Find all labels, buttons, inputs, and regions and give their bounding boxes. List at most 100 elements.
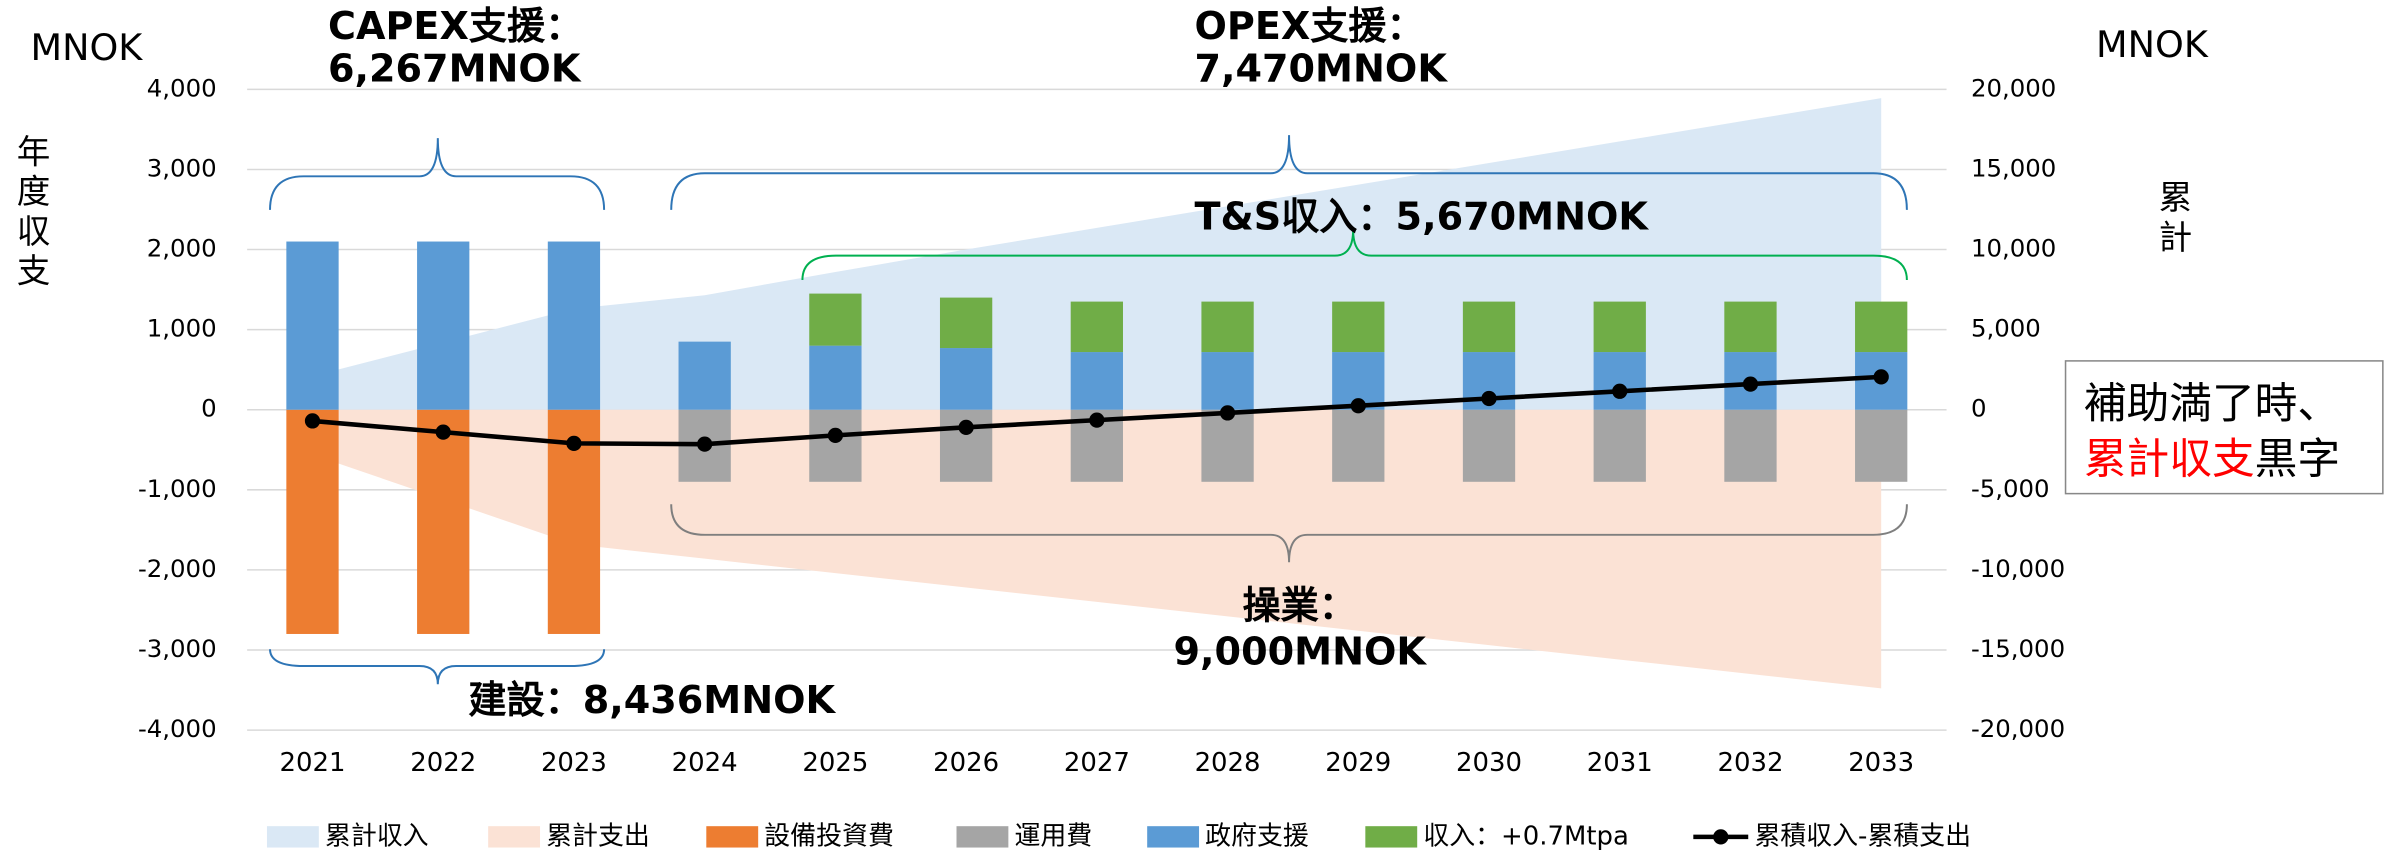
x-tick-label: 2022 [410,748,476,778]
legend-swatch [956,826,1009,848]
y2-tick-label: -5,000 [1971,474,2050,503]
x-tick-label: 2027 [1064,748,1130,778]
brace [670,135,1908,210]
y-tick-label: -2,000 [138,554,217,583]
x-tick-label: 2023 [541,748,607,778]
x-tick-label: 2028 [1195,748,1261,778]
bar [1332,301,1385,353]
legend-label: 設備投資費 [764,821,894,851]
bar [809,409,862,482]
marker [1742,376,1759,392]
x-tick-label: 2032 [1717,748,1783,778]
callout-text: 補助満了時、 [2084,379,2340,429]
bar [1593,301,1646,353]
marker [304,413,321,429]
y-tick-label: 0 [201,394,217,423]
y-tick-label: 1,000 [147,314,217,343]
bar [1593,409,1646,482]
y-tick-label: 4,000 [147,73,217,102]
y-axis-label-left-char: 支 [17,251,51,290]
x-tick-label: 2029 [1325,748,1391,778]
callout-box [2064,360,2384,495]
x-tick-label: 2033 [1848,748,1914,778]
y2-tick-label: -15,000 [1971,634,2065,663]
marker [1612,383,1628,399]
marker [435,424,451,440]
y2-tick-label: 20,000 [1971,73,2056,102]
marker [958,419,974,435]
legend-swatch [1713,829,1729,845]
y-unit-right: MNOK [2096,23,2209,66]
bar [1462,409,1516,482]
marker [566,435,582,451]
legend-swatch [1365,826,1418,848]
y-axis-label-left-char: 度 [17,172,51,211]
bar [1332,409,1385,482]
callout-black: 黒字 [2255,434,2340,484]
bar [1070,352,1123,410]
legend-swatch [488,826,541,848]
legend-label: 運用費 [1014,821,1092,851]
bar [939,348,993,410]
y-axis-label-right: 累計 [2159,178,2193,257]
marker [1219,405,1236,421]
annotation: 建設：8,436MNOK [468,678,836,722]
marker [697,436,713,452]
x-tick-label: 2021 [280,748,346,778]
bar [1724,301,1777,353]
x-tick-label: 2025 [802,748,868,778]
legend-swatch [266,826,319,848]
legend-label: 政府支援 [1205,821,1309,851]
y-axis-label-left-char: 年 [17,132,51,171]
bar [1855,409,1908,482]
marker [827,427,844,443]
x-tick-label: 2024 [672,748,738,778]
x-tick-label: 2031 [1587,748,1653,778]
legend-swatch [706,826,759,848]
y-tick-label: 2,000 [147,234,217,263]
brace [801,229,1908,281]
bar [809,345,862,410]
annotation: 9,000MNOK [1174,629,1428,673]
brace [269,138,606,210]
bar [417,409,470,634]
annotation: CAPEX支援： [328,4,583,48]
y2-tick-label: -10,000 [1971,554,2065,583]
bar [1855,301,1908,353]
callout-text: 累計収支黒字 [2084,434,2340,484]
bar [547,241,601,410]
y-unit-left: MNOK [31,26,144,69]
y2-tick-label: 5,000 [1971,314,2041,343]
bar [939,297,993,349]
brace [269,649,606,685]
callout-red: 累計収支 [2084,434,2255,484]
annotation: 7,470MNOK [1194,47,1448,91]
y-tick-label: 3,000 [147,153,217,182]
y2-tick-label: -20,000 [1971,714,2065,743]
bar [1201,301,1254,353]
legend-label: 累積収入-累積支出 [1754,821,1971,851]
y2-tick-label: 15,000 [1971,153,2056,182]
legend-swatch [1147,826,1200,848]
marker [1350,398,1366,414]
bar [1724,409,1777,482]
y-tick-label: -4,000 [138,714,217,743]
brace [670,504,1908,563]
marker [1481,390,1497,407]
legend-label: 累計収入 [325,821,429,851]
bar [1070,301,1123,353]
bar [809,293,862,346]
bar [1201,352,1254,410]
bar [417,241,470,410]
y-axis-label-left-char: 収 [17,211,51,250]
x-tick-label: 2030 [1456,748,1522,778]
y-axis-label-left: 年度収支 [17,132,51,290]
y2-tick-label: 0 [1971,394,1987,423]
annotation: 6,267MNOK [328,47,582,91]
x-tick-label: 2026 [933,748,999,778]
annotation: T&S収入：5,670MNOK [1194,195,1649,239]
legend-label: 収入：+0.7Mtpa [1423,821,1629,851]
bar [678,341,731,410]
bar [286,241,339,410]
